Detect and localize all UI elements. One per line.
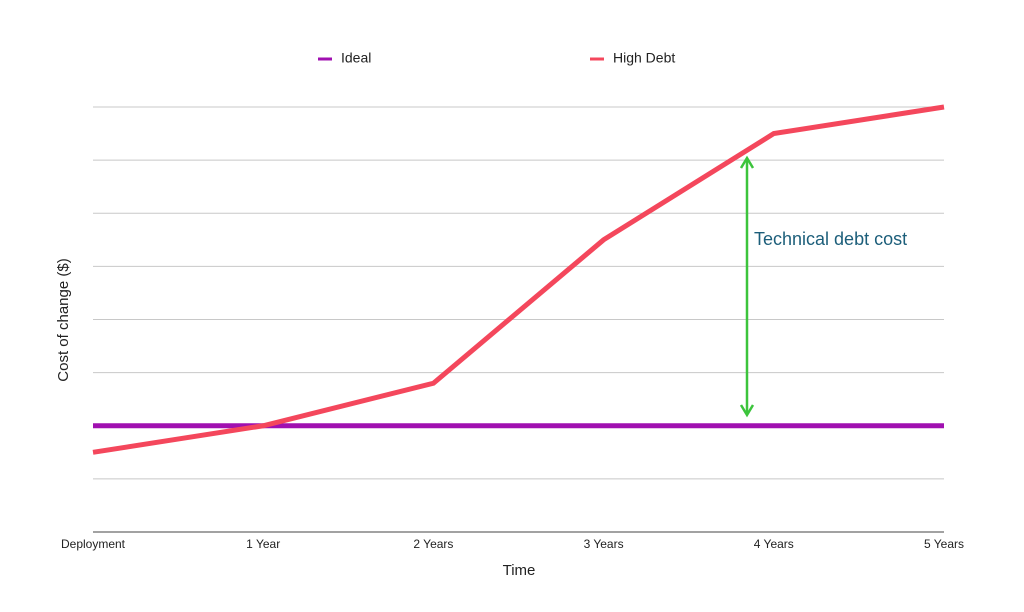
x-tick-label: 5 Years (924, 537, 964, 551)
x-tick-label: Deployment (61, 537, 126, 551)
legend-label: High Debt (613, 50, 675, 66)
plot: Deployment 1 Year 2 Years 3 Years 4 Years 5 Y… (61, 50, 964, 551)
x-tick-label: 3 Years (584, 537, 624, 551)
legend-label: Ideal (341, 50, 371, 66)
line-series (92, 104, 945, 455)
x-tick-label: 4 Years (754, 537, 794, 551)
x-axis-title: Time (503, 562, 536, 579)
annotation-text: Technical debt cost (754, 229, 907, 249)
annotation-arrow (739, 155, 755, 418)
y-axis-title: Cost of change ($) (55, 258, 72, 381)
x-tick-label: 2 Years (413, 537, 453, 551)
x-tick-label: 1 Year (246, 537, 280, 551)
